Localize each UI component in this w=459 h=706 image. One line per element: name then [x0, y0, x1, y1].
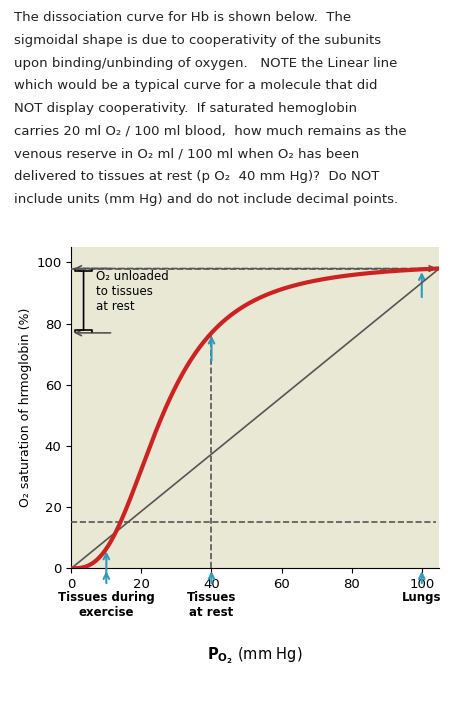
Text: O₂ unloaded
to tissues
at rest: O₂ unloaded to tissues at rest [95, 270, 168, 313]
Text: Lungs: Lungs [401, 591, 441, 604]
Text: upon binding/unbinding of oxygen.   NOTE the Linear line: upon binding/unbinding of oxygen. NOTE t… [14, 56, 396, 70]
Text: Tissues during
exercise: Tissues during exercise [58, 591, 154, 619]
Text: venous reserve in O₂ ml / 100 ml when O₂ has been: venous reserve in O₂ ml / 100 ml when O₂… [14, 148, 358, 160]
Text: Tissues
at rest: Tissues at rest [186, 591, 235, 619]
Text: which would be a typical curve for a molecule that did: which would be a typical curve for a mol… [14, 79, 376, 92]
Y-axis label: O₂ saturation of hrmoglobin (%): O₂ saturation of hrmoglobin (%) [19, 308, 32, 508]
Text: carries 20 ml O₂ / 100 ml blood,  how much remains as the: carries 20 ml O₂ / 100 ml blood, how muc… [14, 125, 405, 138]
Text: The dissociation curve for Hb is shown below.  The: The dissociation curve for Hb is shown b… [14, 11, 350, 25]
Text: NOT display cooperativity.  If saturated hemoglobin: NOT display cooperativity. If saturated … [14, 102, 356, 115]
Text: delivered to tissues at rest (p O₂  40 mm Hg)?  Do NOT: delivered to tissues at rest (p O₂ 40 mm… [14, 170, 378, 183]
Text: $\mathbf{P_{O_2}}$ (mm Hg): $\mathbf{P_{O_2}}$ (mm Hg) [207, 646, 302, 666]
Text: sigmoidal shape is due to cooperativity of the subunits: sigmoidal shape is due to cooperativity … [14, 34, 380, 47]
Text: include units (mm Hg) and do not include decimal points.: include units (mm Hg) and do not include… [14, 193, 397, 205]
